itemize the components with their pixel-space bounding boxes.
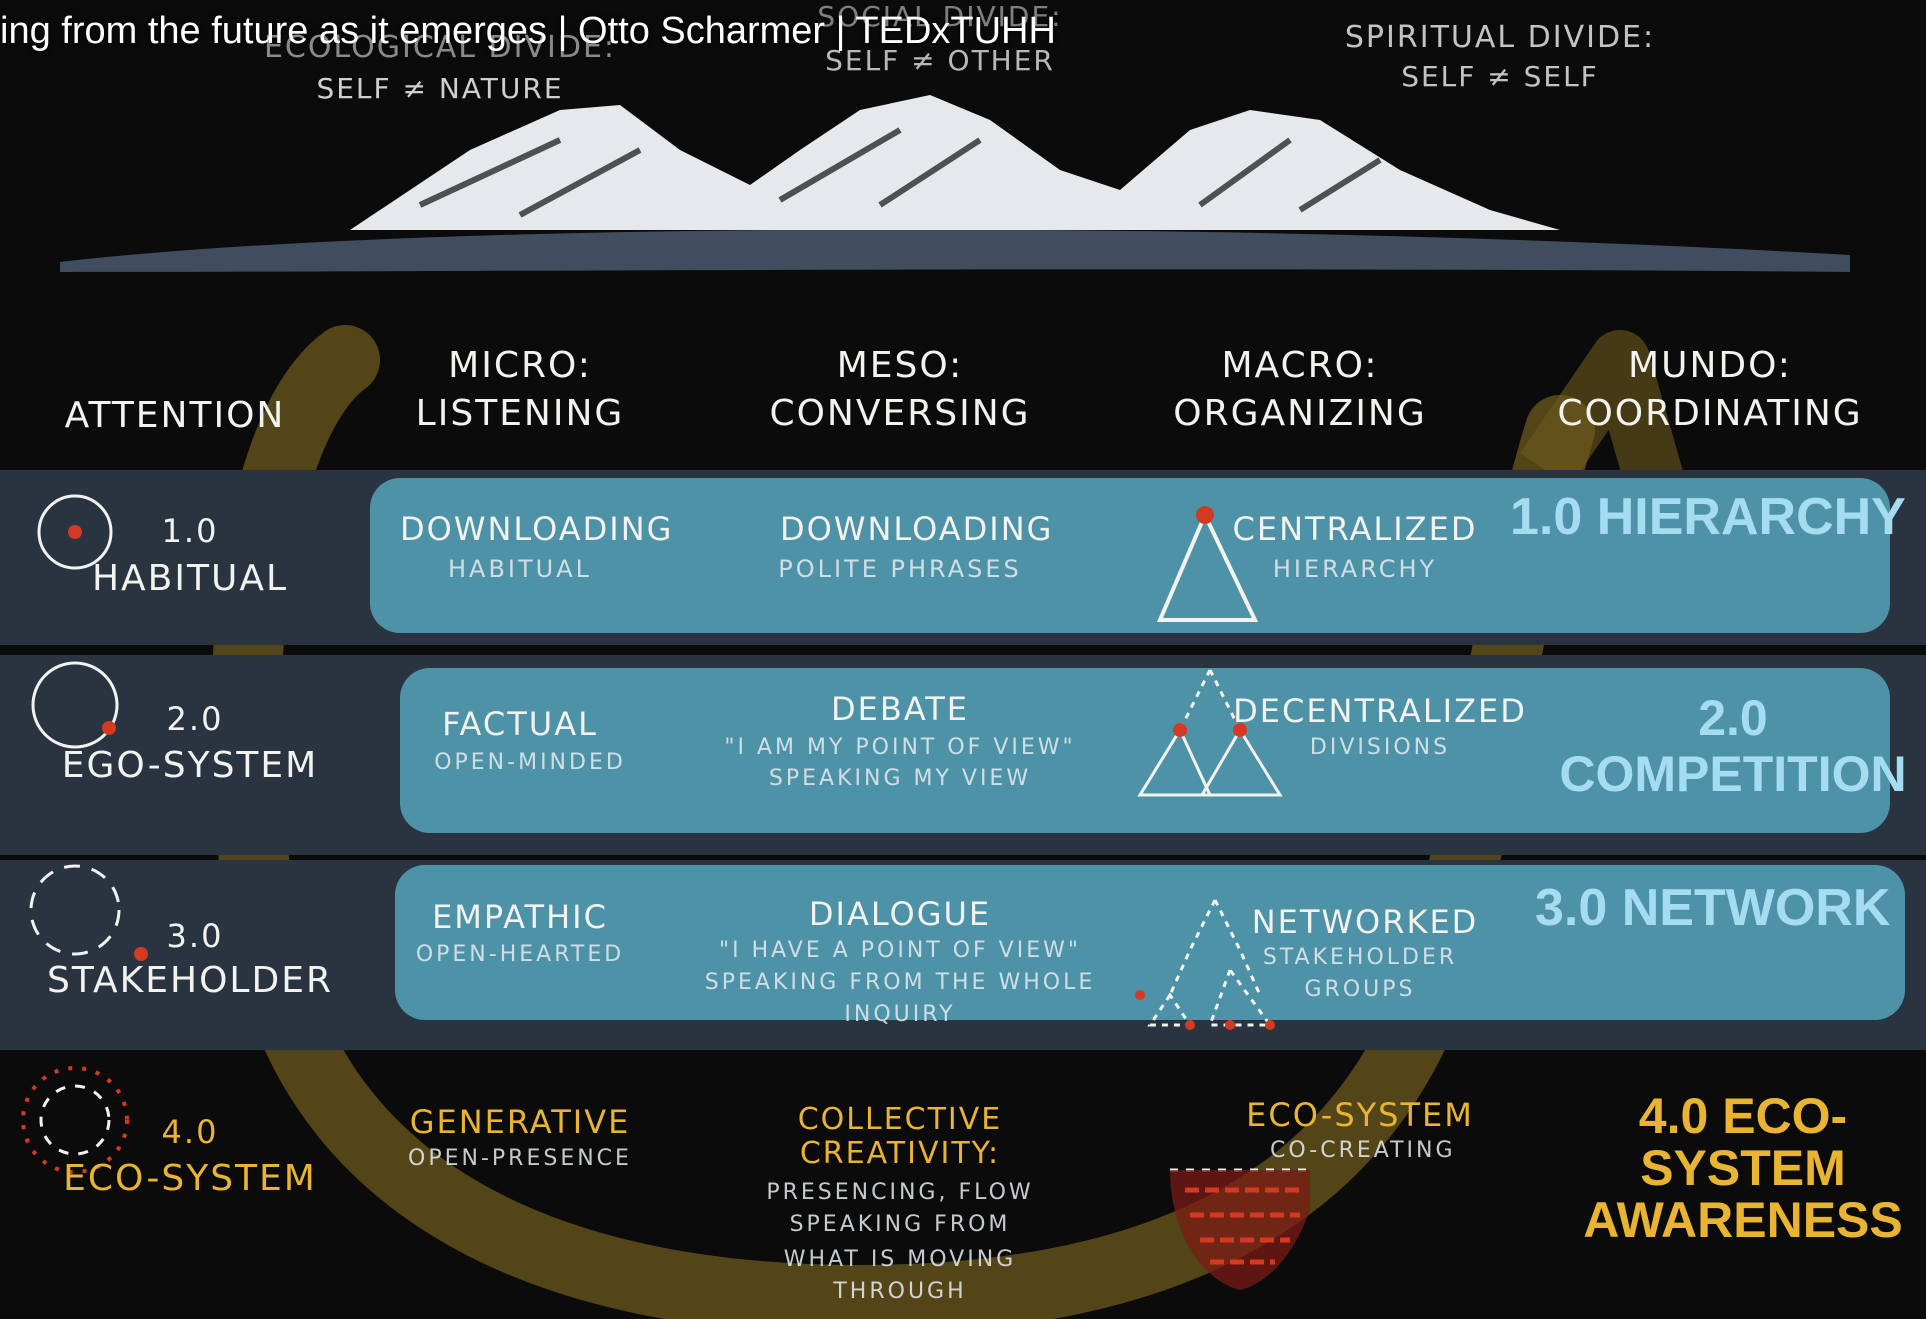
row3-macro-sub2: GROUPS [1304,977,1416,1002]
row1-level-num: 1.0 [161,512,219,550]
row3-meso-sub1: "I HAVE A POINT OF VIEW" [718,938,1081,963]
row1-meso-sub1: POLITE PHRASES [778,555,1022,583]
row3-meso-sub3: INQUIRY [844,1002,956,1027]
structure-sketches [1135,506,1310,1290]
row3-level-name: STAKEHOLDER [47,960,333,1001]
row4-level-name: ECO-SYSTEM [63,1158,317,1199]
row1-micro-sub: HABITUAL [447,555,593,583]
social-divide-sub: SELF ≠ OTHER [825,44,1055,77]
row4-meso-sub1: PRESENCING, FLOW [766,1180,1034,1205]
row4-meso-sub2: SPEAKING FROM [789,1212,1011,1237]
row4-micro-title: GENERATIVE [409,1103,631,1141]
row1-micro-title: DOWNLOADING [400,510,674,548]
row4-meso-title: COLLECTIVE CREATIVITY: [797,1102,1003,1171]
row2-meso-sub1: "I AM MY POINT OF VIEW" [724,735,1076,760]
row3-mundo: 3.0 NETWORK [1535,879,1891,937]
row1-meso-title: DOWNLOADING [780,510,1054,548]
row3-micro-sub: OPEN-HEARTED [415,942,625,967]
row4-meso-sub3: WHAT IS MOVING THROUGH [783,1247,1017,1304]
macro-header-title: MACRO: [1221,345,1379,386]
spiritual-divide-title: SPIRITUAL DIVIDE: [1344,20,1656,55]
row3-meso-sub2: SPEAKING FROM THE WHOLE [704,970,1096,995]
row3-level-num: 3.0 [166,917,224,955]
macro-header-sub: ORGANIZING [1173,393,1427,434]
micro-header-sub: LISTENING [415,393,625,434]
row3-meso-title: DIALOGUE [808,895,992,933]
row3-macro-title: NETWORKED [1251,903,1479,941]
mundo-header-title: MUNDO: [1628,345,1792,386]
row2-macro-title: DECENTRALIZED [1233,692,1527,730]
row2-micro-title: FACTUAL [442,705,598,743]
row4-level-num: 4.0 [161,1113,219,1151]
row2-micro-sub: OPEN-MINDED [434,750,626,775]
micro-header-title: MICRO: [448,345,592,386]
spiritual-divide-sub: SELF ≠ SELF [1401,60,1599,93]
meso-header-title: MESO: [836,345,964,386]
row1-macro-sub1: HIERARCHY [1272,555,1438,583]
attention-circles [21,494,148,1174]
row2-level-name: EGO-SYSTEM [61,745,319,786]
row4-micro-sub: OPEN-PRESENCE [408,1146,632,1171]
row2-macro-sub1: DIVISIONS [1309,735,1451,760]
highlight-bar-3 [395,865,1905,1020]
row4-macro-sub1: CO-CREATING [1270,1138,1456,1163]
mundo-header-sub: COORDINATING [1557,393,1863,434]
row1-mundo: 1.0 HIERARCHY [1510,488,1906,546]
row2-level-num: 2.0 [166,700,224,738]
highlight-bar-2 [400,668,1890,833]
meso-header-sub: CONVERSING [769,393,1031,434]
row1-macro-title: CENTRALIZED [1232,510,1478,548]
row3-macro-sub1: STAKEHOLDER [1262,945,1458,970]
iceberg-sketch [60,95,1850,272]
row4-mundo: 4.0 ECO-SYSTEM AWARENESS [1583,1090,1903,1248]
video-title: ing from the future as it emerges | Otto… [0,10,1056,52]
row4-macro-title: ECO-SYSTEM [1246,1096,1474,1134]
social-divide-title: SOCIAL DIVIDE: [817,0,1063,33]
row2-meso-title: DEBATE [831,690,969,728]
row2-mundo: 2.0 COMPETITION [1559,690,1907,802]
attention-header: ATTENTION [64,395,286,436]
row1-level-name: HABITUAL [91,558,289,599]
highlight-bar-1 [370,478,1890,633]
ecological-divide-title: ECOLOGICAL DIVIDE: [263,30,617,65]
row2-meso-sub2: SPEAKING MY VIEW [768,766,1032,791]
row3-micro-title: EMPATHIC [432,898,608,936]
ecological-divide-sub: SELF ≠ NATURE [316,72,564,105]
